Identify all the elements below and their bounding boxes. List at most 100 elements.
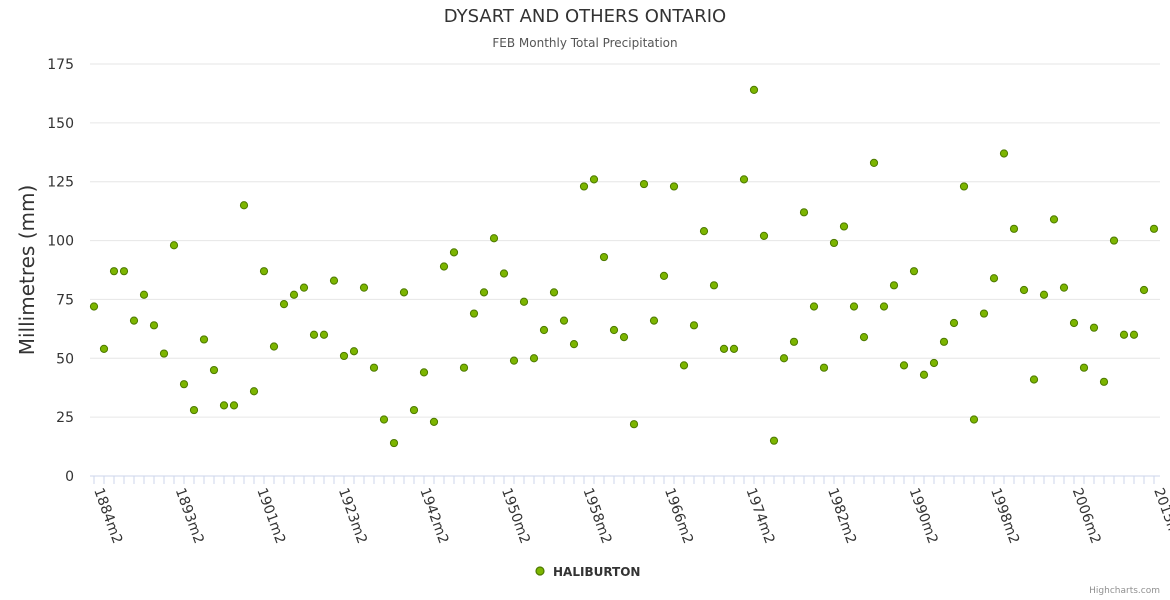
data-point[interactable] bbox=[589, 175, 599, 184]
data-point[interactable] bbox=[669, 182, 679, 191]
data-point[interactable] bbox=[499, 269, 509, 278]
data-point[interactable] bbox=[209, 365, 219, 375]
data-point[interactable] bbox=[389, 438, 399, 448]
data-point[interactable] bbox=[729, 344, 739, 353]
data-point[interactable] bbox=[789, 337, 799, 346]
data-point[interactable] bbox=[709, 281, 719, 290]
data-point[interactable] bbox=[429, 417, 439, 426]
data-point[interactable] bbox=[859, 332, 869, 342]
data-point[interactable] bbox=[519, 297, 529, 306]
data-point[interactable] bbox=[289, 290, 299, 299]
data-point[interactable] bbox=[549, 288, 559, 297]
data-point[interactable] bbox=[89, 302, 99, 311]
data-point[interactable] bbox=[309, 330, 319, 339]
data-point[interactable] bbox=[559, 316, 569, 325]
data-point[interactable] bbox=[759, 231, 769, 240]
data-point[interactable] bbox=[979, 309, 989, 318]
data-point[interactable] bbox=[469, 309, 479, 318]
data-point[interactable] bbox=[359, 283, 369, 292]
data-point[interactable] bbox=[1079, 363, 1089, 372]
data-point[interactable] bbox=[699, 227, 709, 236]
data-point[interactable] bbox=[889, 281, 899, 290]
data-point[interactable] bbox=[479, 288, 489, 297]
data-point[interactable] bbox=[609, 325, 619, 335]
data-point[interactable] bbox=[409, 405, 419, 415]
data-point[interactable] bbox=[969, 415, 979, 424]
data-point[interactable] bbox=[419, 368, 429, 377]
data-point[interactable] bbox=[769, 436, 779, 445]
data-point[interactable] bbox=[1009, 224, 1019, 233]
data-point[interactable] bbox=[119, 267, 129, 276]
data-point[interactable] bbox=[539, 325, 549, 335]
data-point[interactable] bbox=[909, 267, 919, 276]
data-point[interactable] bbox=[899, 361, 909, 370]
data-point[interactable] bbox=[399, 288, 409, 297]
data-point[interactable] bbox=[809, 302, 819, 311]
data-point[interactable] bbox=[159, 349, 169, 358]
data-point[interactable] bbox=[149, 321, 159, 330]
data-point[interactable] bbox=[829, 238, 839, 248]
data-point[interactable] bbox=[269, 342, 279, 351]
legend[interactable]: HALIBURTON bbox=[535, 565, 640, 579]
data-point[interactable] bbox=[839, 222, 849, 231]
data-point[interactable] bbox=[179, 380, 189, 389]
data-point[interactable] bbox=[919, 370, 929, 379]
data-point[interactable] bbox=[459, 363, 469, 372]
data-point[interactable] bbox=[129, 316, 139, 325]
data-point[interactable] bbox=[959, 182, 969, 191]
data-point[interactable] bbox=[369, 363, 379, 372]
credits-link[interactable]: Highcharts.com bbox=[1089, 586, 1160, 596]
data-point[interactable] bbox=[1089, 323, 1099, 332]
data-point[interactable] bbox=[999, 149, 1009, 158]
data-point[interactable] bbox=[679, 361, 689, 370]
data-point[interactable] bbox=[239, 201, 249, 210]
data-point[interactable] bbox=[109, 267, 119, 276]
data-point[interactable] bbox=[229, 401, 239, 410]
data-point[interactable] bbox=[939, 337, 949, 346]
data-point[interactable] bbox=[659, 271, 669, 280]
data-point[interactable] bbox=[1049, 215, 1059, 224]
data-point[interactable] bbox=[949, 318, 959, 328]
data-point[interactable] bbox=[249, 387, 259, 396]
data-point[interactable] bbox=[649, 316, 659, 325]
data-point[interactable] bbox=[739, 175, 749, 184]
data-point[interactable] bbox=[569, 340, 579, 349]
data-point[interactable] bbox=[379, 415, 389, 424]
data-point[interactable] bbox=[989, 274, 999, 283]
data-point[interactable] bbox=[1099, 377, 1109, 386]
data-point[interactable] bbox=[799, 208, 809, 217]
legend-series-name[interactable]: HALIBURTON bbox=[553, 565, 640, 579]
data-point[interactable] bbox=[439, 262, 449, 271]
data-point[interactable] bbox=[689, 321, 699, 330]
data-point[interactable] bbox=[1059, 283, 1069, 292]
data-point[interactable] bbox=[1019, 285, 1029, 295]
data-point[interactable] bbox=[319, 330, 329, 339]
data-point[interactable] bbox=[1129, 330, 1139, 339]
data-point[interactable] bbox=[529, 354, 539, 363]
data-point[interactable] bbox=[189, 405, 199, 415]
data-point[interactable] bbox=[639, 179, 649, 189]
data-point[interactable] bbox=[259, 267, 269, 276]
data-point[interactable] bbox=[579, 182, 589, 191]
data-point[interactable] bbox=[1139, 285, 1149, 295]
data-point[interactable] bbox=[879, 302, 889, 311]
data-point[interactable] bbox=[339, 351, 349, 361]
data-point[interactable] bbox=[329, 276, 339, 285]
data-point[interactable] bbox=[869, 158, 879, 167]
data-point[interactable] bbox=[449, 248, 459, 257]
data-point[interactable] bbox=[849, 302, 859, 311]
data-point[interactable] bbox=[299, 283, 309, 292]
data-point[interactable] bbox=[629, 420, 639, 429]
data-point[interactable] bbox=[599, 252, 609, 262]
data-point[interactable] bbox=[139, 290, 149, 299]
data-point[interactable] bbox=[99, 344, 109, 353]
data-point[interactable] bbox=[1039, 290, 1049, 299]
data-point[interactable] bbox=[749, 85, 759, 94]
data-point[interactable] bbox=[719, 344, 729, 353]
data-point[interactable] bbox=[169, 241, 179, 250]
data-point[interactable] bbox=[509, 356, 519, 365]
data-point[interactable] bbox=[779, 354, 789, 363]
data-point[interactable] bbox=[1069, 318, 1079, 328]
data-point[interactable] bbox=[1029, 375, 1039, 384]
data-point[interactable] bbox=[199, 335, 209, 344]
